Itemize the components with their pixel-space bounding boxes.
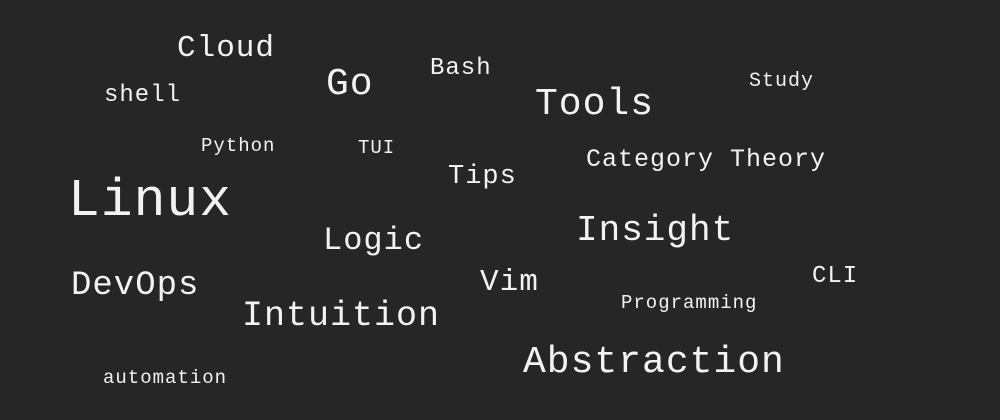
word-category-theory: Category Theory [586,145,827,174]
word-programming: Programming [621,292,758,314]
word-shell: shell [104,82,182,109]
word-cloud-term: Cloud [177,31,276,66]
word-intuition: Intuition [242,296,441,336]
word-cli: CLI [812,263,859,290]
word-vim: Vim [480,265,539,300]
word-logic: Logic [323,222,425,259]
word-python: Python [201,135,276,157]
word-tools: Tools [535,83,655,126]
word-devops: DevOps [71,267,200,305]
word-bash: Bash [430,55,492,82]
word-automation: automation [103,367,228,389]
word-tips: Tips [448,162,517,192]
word-tui: TUI [358,137,396,159]
word-study: Study [749,70,815,93]
word-linux: Linux [68,171,233,231]
word-abstraction: Abstraction [523,341,785,384]
word-insight: Insight [576,210,735,251]
word-go: Go [326,63,374,106]
